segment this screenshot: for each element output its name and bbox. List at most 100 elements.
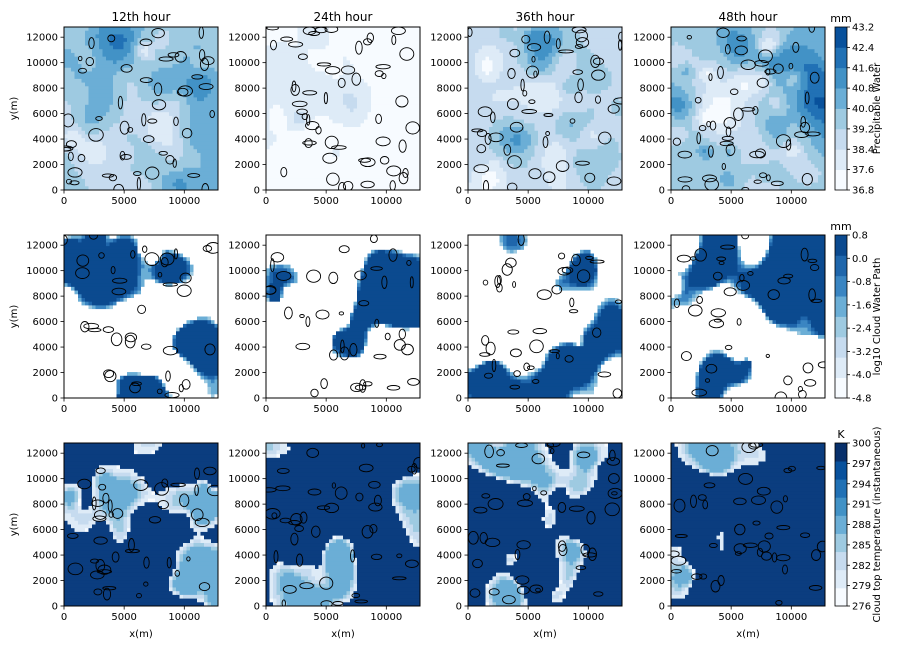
x-tick-label: 5000 [313,196,338,207]
x-tick-label: 0 [465,612,471,623]
colorbar-r2: -4.8 -4.0 -3.2 -2.4 -1.6 -0.8 0.0 0.8mm log10 Cl… [830,220,883,405]
colorbar-segment [835,27,847,48]
colorbar-tick-label: -1.6 [852,300,872,311]
field-cells [671,443,825,606]
y-tick-label: 6000 [437,525,462,536]
y-tick-label: 2000 [235,576,260,587]
x-tick-label: 10000 [775,404,807,415]
y-tick-label: 2000 [437,160,462,171]
y-tick-label: 12000 [633,241,665,252]
x-tick-label: 0 [61,196,67,207]
axes-frame [670,26,826,191]
y-tick-label: 10000 [228,266,260,277]
field-cells [64,27,218,190]
colorbar-tick-label: -0.8 [852,277,872,288]
y-tick-label: 0 [456,394,462,405]
y-tick-label: 6000 [33,525,58,536]
colorbar-tick-label: 276 [852,602,871,613]
x-tick-label: 0 [465,404,471,415]
x-tick-label: 10000 [370,404,402,415]
panel-r1-c4: 0 5000 10000 0 2000 4000 6000 8000 10000 12000 48t… [633,10,826,207]
x-tick-label: 5000 [718,612,743,623]
panel-r3-c1: 0 5000 10000 0 2000 4000 6000 8000 10000 12000 x(m… [9,442,219,640]
y-tick-label: 0 [254,394,260,405]
panel-r2-c4: 0 5000 10000 0 2000 4000 6000 8000 10000 12000 [633,234,826,415]
field-cells [671,235,825,398]
field-cells [64,443,218,606]
y-tick-label: 4000 [235,551,260,562]
y-tick-label: 4000 [33,551,58,562]
y-tick-label: 6000 [640,109,665,120]
y-tick-label: 4000 [640,343,665,354]
y-tick-label: 2000 [640,368,665,379]
x-axis-label: x(m) [129,629,153,640]
column-title: 24th hour [314,10,373,24]
axes-frame [670,234,826,399]
x-tick-label: 5000 [111,404,136,415]
x-tick-label: 0 [668,404,674,415]
y-tick-label: 0 [52,186,58,197]
y-tick-label: 0 [659,602,665,613]
colorbar-tick-label: 297 [852,459,871,470]
colorbar-tick-label: 36.8 [852,186,874,197]
colorbar-segment [835,461,847,480]
x-tick-label: 0 [61,404,67,415]
panel-r3-c2: 0 5000 10000 0 2000 4000 6000 8000 10000 12000 x(m… [228,442,421,640]
y-tick-label: 8000 [33,84,58,95]
x-tick-label: 0 [263,404,269,415]
y-tick-label: 10000 [26,58,58,69]
colorbar-segment [835,296,847,317]
y-tick-label: 8000 [33,500,58,511]
y-tick-label: 8000 [640,292,665,303]
colorbar-frame [834,234,848,399]
y-tick-label: 12000 [26,241,58,252]
y-tick-label: 6000 [640,525,665,536]
y-tick-label: 12000 [228,449,260,460]
y-tick-label: 6000 [33,317,58,328]
x-axis-label: x(m) [736,629,760,640]
y-tick-label: 0 [254,602,260,613]
x-tick-label: 5000 [718,404,743,415]
colorbar-label: Precipitable Water [872,62,883,154]
column-title: 36th hour [516,10,575,24]
colorbar-tick-label: 282 [852,561,871,572]
field-cells [468,235,622,398]
colorbar-segment [835,443,847,462]
y-tick-label: 10000 [26,474,58,485]
colorbar-unit: mm [830,220,851,233]
contour-lines [671,443,825,606]
x-tick-label: 0 [465,196,471,207]
colorbar-tick-label: 40.0 [852,104,874,115]
panel-r1-c1: 0 5000 10000 0 2000 4000 6000 8000 10000 12000 12t… [9,10,219,207]
y-tick-label: 8000 [640,500,665,511]
colorbar-segment [835,569,847,589]
colorbar-segment [835,47,847,69]
x-tick-label: 5000 [515,404,540,415]
x-tick-label: 10000 [168,404,200,415]
panel-r1-c3: 0 5000 10000 0 2000 4000 6000 8000 10000 12000 36t… [430,10,623,207]
colorbar-segment [835,67,847,89]
y-tick-label: 6000 [437,109,462,120]
panel-r3-c4: 0 5000 10000 0 2000 4000 6000 8000 10000 12000 x(m… [633,442,826,640]
y-tick-label: 8000 [33,292,58,303]
axes-frame [467,442,623,607]
field-cells [671,27,825,190]
y-tick-label: 2000 [33,576,58,587]
y-tick-label: 10000 [633,266,665,277]
axes-frame [467,26,623,191]
y-tick-label: 0 [52,394,58,405]
colorbar-tick-label: 41.6 [852,63,874,74]
y-tick-label: 4000 [437,135,462,146]
y-tick-label: 10000 [228,58,260,69]
contour-lines [266,443,420,606]
column-title: 48th hour [719,10,778,24]
y-tick-label: 12000 [430,241,462,252]
colorbar-tick-label: 291 [852,500,871,511]
y-tick-label: 0 [52,602,58,613]
x-tick-label: 10000 [370,196,402,207]
colorbar-tick-label: 288 [852,520,871,531]
y-tick-label: 10000 [633,474,665,485]
y-axis-label: y(m) [9,513,20,537]
colorbar-unit: mm [830,12,851,25]
